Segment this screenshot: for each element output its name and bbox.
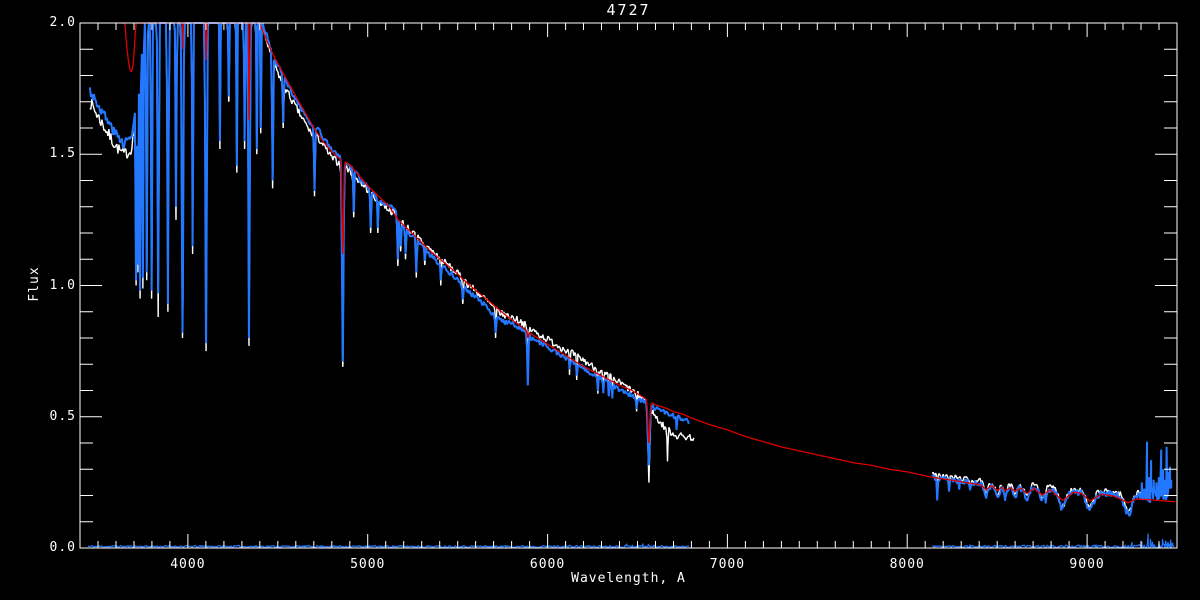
y-tick-label: 2.0	[49, 15, 76, 30]
y-tick-label: 0.0	[49, 540, 76, 555]
series-model-fit-red	[123, 22, 1176, 504]
x-tick-label: 8000	[889, 557, 925, 572]
series-observed-spectrum-blue	[88, 22, 1173, 517]
x-tick-label: 6000	[529, 557, 566, 572]
x-tick-label: 7000	[709, 557, 746, 572]
y-tick-label: 0.5	[49, 408, 76, 424]
axis-ticks	[80, 23, 1177, 548]
plot-title: 4727	[606, 1, 651, 19]
x-tick-label: 4000	[170, 557, 206, 572]
x-tick-label: 9000	[1069, 557, 1105, 572]
y-tick-label: 1.5	[49, 146, 76, 162]
x-axis-title: Wavelength, A	[571, 571, 686, 586]
x-tick-label: 5000	[350, 557, 386, 572]
y-tick-label: 1.0	[49, 277, 76, 293]
series-error-spectrum-blue	[88, 533, 1175, 549]
